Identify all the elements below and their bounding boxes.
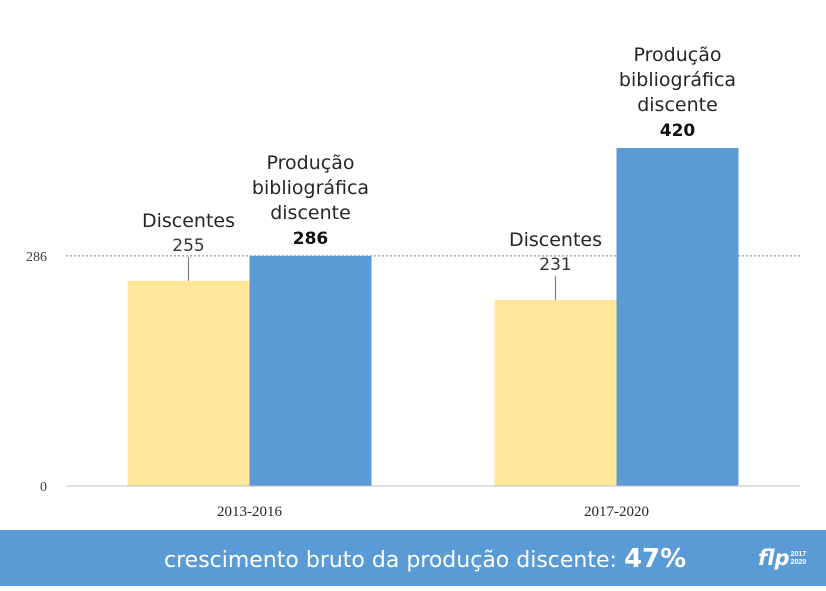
series-label: Discentes [509, 229, 602, 251]
series-label: Discentes [142, 210, 235, 232]
bar [249, 255, 372, 486]
data-label: 231 [539, 255, 571, 275]
banner-value: 47% [623, 544, 687, 574]
x-tick-label: 2013-2016 [217, 504, 282, 520]
y-tick-label: 286 [26, 250, 47, 265]
series-label-line: Produção [267, 152, 355, 174]
series-label-line: bibliográfica [619, 69, 736, 91]
flp-logo: flp 2017 2020 [758, 546, 806, 570]
banner-label: crescimento bruto da produção discente: [164, 548, 617, 573]
data-label: 420 [660, 121, 696, 141]
bar [616, 148, 739, 486]
bar-chart: 0 286 2013-2016 255 Discentes 286 Produção bibl… [26, 44, 800, 520]
logo-year-start: 2017 [790, 551, 807, 558]
logo-years: 2017 2020 [791, 551, 807, 567]
series-label-line: discente [637, 94, 718, 116]
series-label-line: Produção [634, 44, 722, 66]
summary-banner: crescimento bruto da produção discente: … [0, 530, 826, 586]
bar [127, 280, 250, 486]
logo-text: flp [758, 546, 790, 570]
series-label-line: discente [270, 202, 351, 224]
y-tick-label: 0 [40, 480, 47, 495]
data-label: 255 [172, 236, 204, 256]
x-tick-label: 2017-2020 [584, 504, 649, 520]
logo-year-end: 2020 [790, 559, 807, 566]
banner-text: crescimento bruto da produção discente: … [164, 544, 686, 574]
series-label-line: bibliográfica [252, 177, 369, 199]
bar [494, 300, 617, 486]
data-label: 286 [293, 229, 329, 249]
